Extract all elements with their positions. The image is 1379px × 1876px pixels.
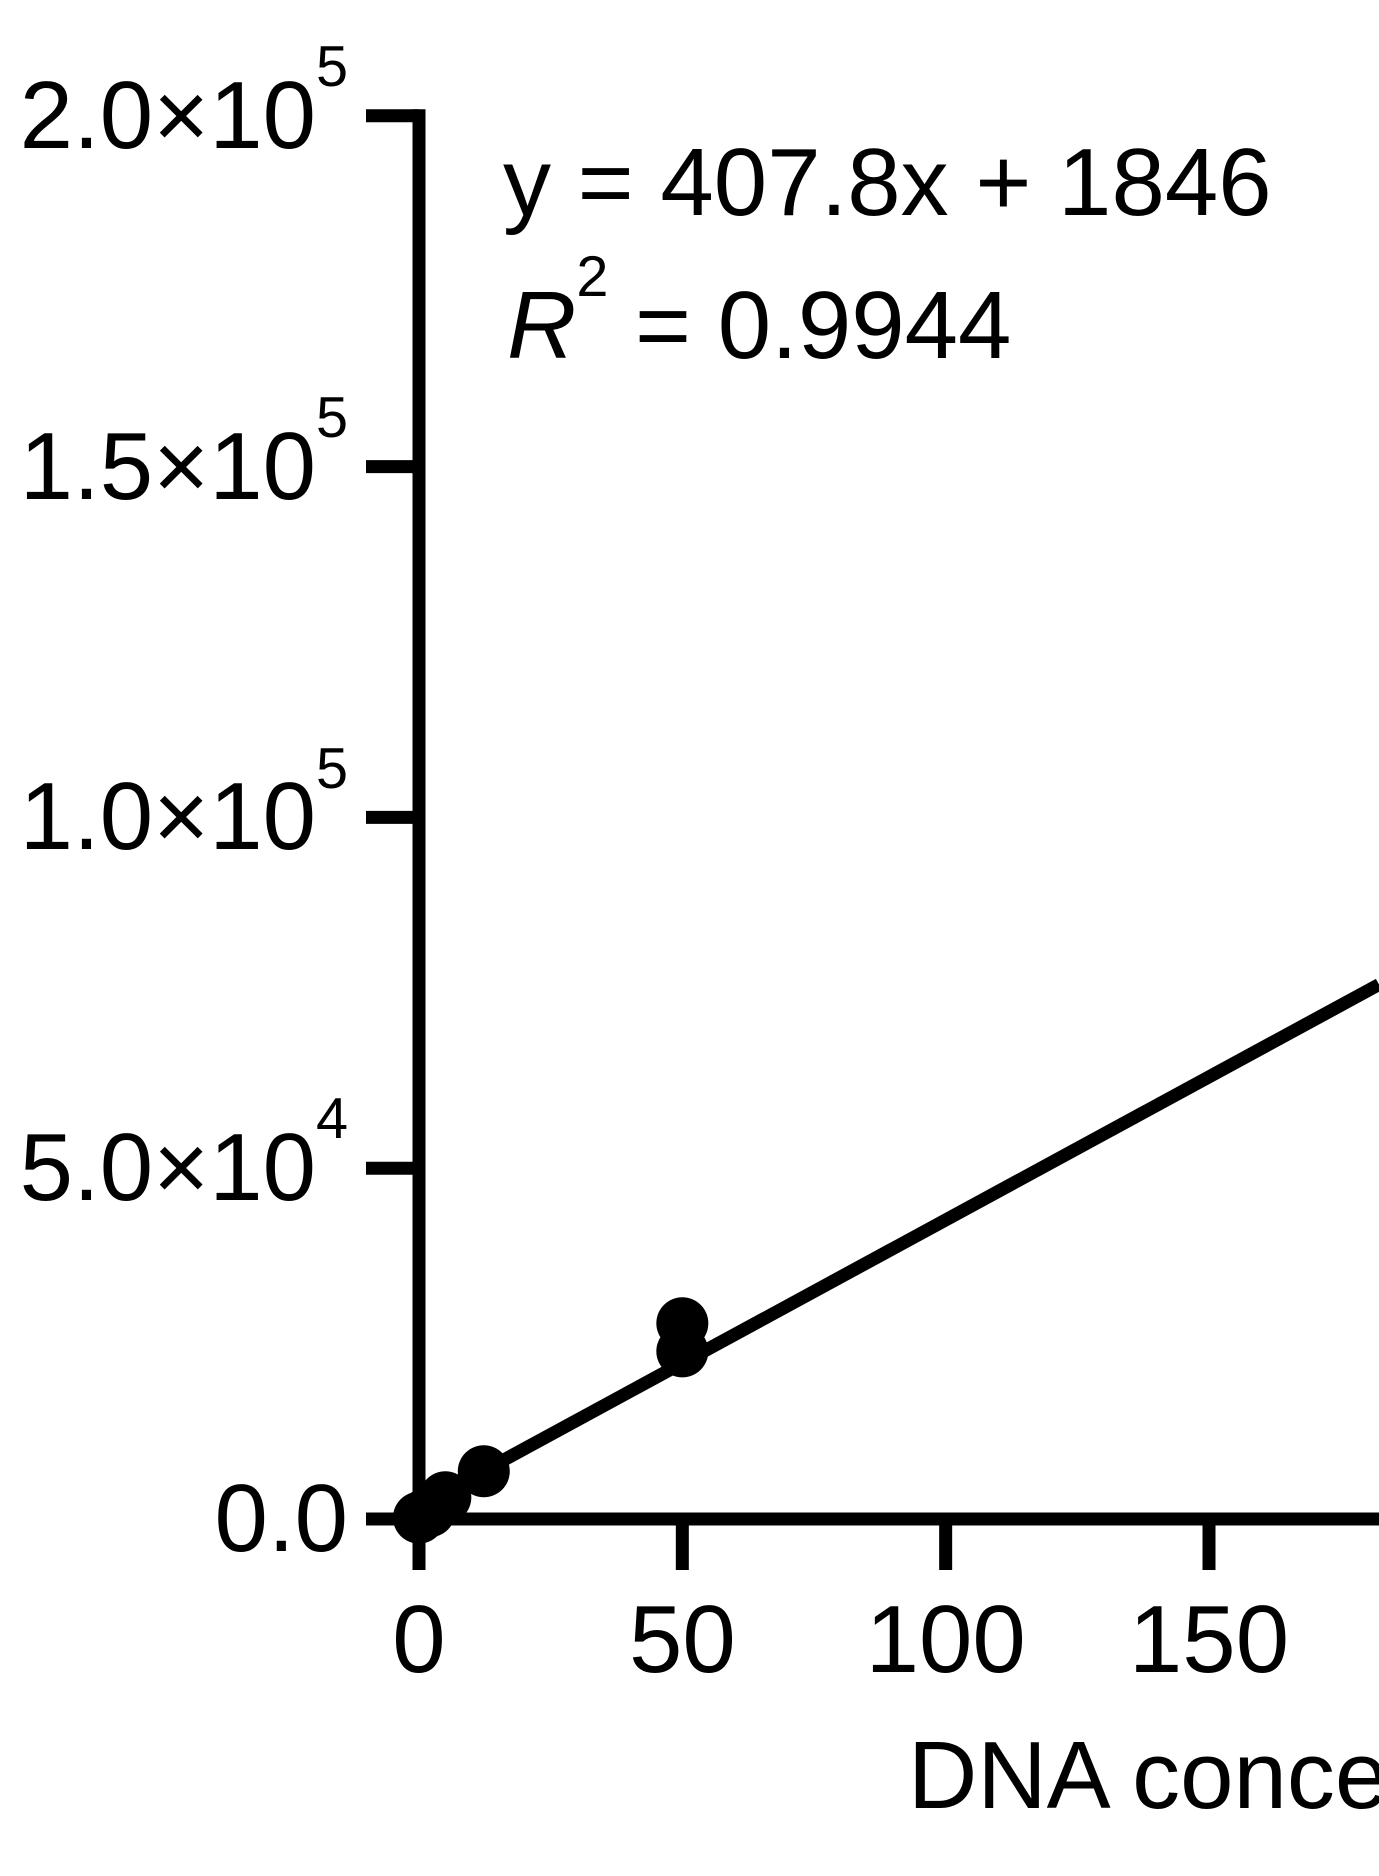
y-tick-label: 5.0×104 bbox=[0, 1091, 348, 1216]
fit-equation-annotation: y = 407.8x + 1846 bbox=[503, 129, 1272, 236]
y-tick-exponent: 5 bbox=[315, 736, 348, 801]
fit-line bbox=[415, 978, 1379, 1512]
y-tick-exponent: 5 bbox=[315, 385, 348, 450]
data-point bbox=[656, 1297, 709, 1350]
r-exponent: 2 bbox=[576, 245, 609, 310]
y-tick-text: 5.0×10 bbox=[19, 1114, 316, 1222]
y-tick-text: 0.0 bbox=[214, 1465, 348, 1572]
r-squared-annotation: R2 = 0.9944 bbox=[507, 248, 1011, 374]
y-tick-text: 1.0×10 bbox=[19, 763, 316, 871]
y-tick-label: 1.5×105 bbox=[0, 389, 348, 515]
x-axis-title: DNA conce bbox=[908, 1722, 1379, 1829]
y-tick-exponent: 4 bbox=[315, 1087, 348, 1152]
y-tick-label: 2.0×105 bbox=[0, 38, 348, 164]
y-tick-exponent: 5 bbox=[315, 35, 348, 99]
y-tick-label: 1.0×105 bbox=[0, 740, 348, 865]
y-tick-label: 0.0 bbox=[0, 1471, 348, 1567]
r-symbol: R bbox=[507, 272, 577, 379]
x-tick-label: 150 bbox=[1128, 1586, 1290, 1693]
x-tick-label: 0 bbox=[392, 1586, 446, 1693]
data-point bbox=[419, 1471, 472, 1524]
y-tick-text: 1.5×10 bbox=[19, 412, 316, 520]
r-squared-value: = 0.9944 bbox=[608, 272, 1012, 379]
x-tick-label: 100 bbox=[865, 1586, 1026, 1693]
data-point bbox=[457, 1445, 510, 1498]
y-tick-text: 2.0×10 bbox=[19, 61, 316, 169]
x-tick-label: 50 bbox=[628, 1586, 736, 1693]
